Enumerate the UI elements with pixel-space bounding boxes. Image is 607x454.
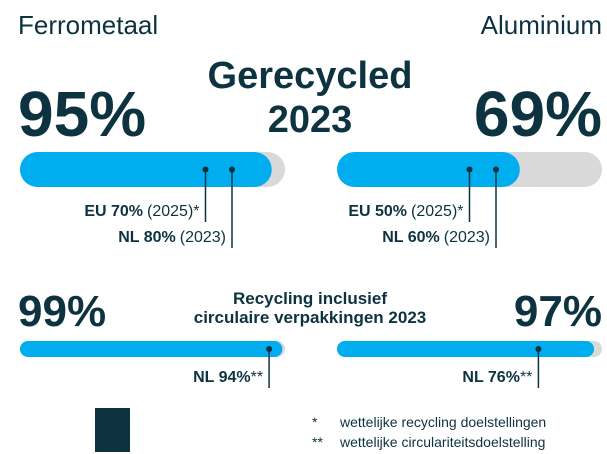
target-label: NL 60% (2023): [382, 229, 490, 246]
headline: Gerecycled: [208, 55, 413, 97]
target-note: **: [520, 369, 532, 386]
logo-block: [95, 408, 130, 452]
target-value: EU 50%: [348, 203, 407, 220]
legend-text: wettelijke recycling doelstellingen: [339, 414, 546, 430]
target-note: (2025)*: [147, 203, 199, 220]
target-note: (2025)*: [411, 203, 463, 220]
legend-symbol: *: [312, 414, 318, 430]
target-note: (2023): [180, 229, 226, 246]
target-label: NL 94%**: [193, 369, 263, 386]
target-value: NL 76%: [462, 369, 520, 386]
bar: [337, 341, 595, 357]
target-dot: [493, 166, 499, 173]
target-dot: [466, 166, 473, 173]
legend-symbol: **: [312, 434, 323, 450]
target-label: NL 80% (2023): [118, 229, 226, 246]
target-label: EU 70% (2025)*: [84, 203, 199, 220]
headline: 2023: [268, 99, 353, 141]
panel-title: Ferrometaal: [18, 10, 158, 40]
target-value: NL 80%: [118, 229, 176, 246]
target-dot: [229, 166, 235, 173]
percentage: 99%: [18, 287, 106, 336]
bottom-heading: circulaire verpakkingen 2023: [194, 308, 426, 327]
target-note: **: [251, 369, 263, 386]
percentage: 95%: [18, 78, 146, 150]
target-value: EU 70%: [84, 203, 143, 220]
target-value: NL 94%: [193, 369, 251, 386]
target-dot: [266, 346, 273, 352]
percentage: 97%: [514, 287, 602, 336]
panel-title: Aluminium: [481, 10, 602, 40]
bar: [20, 152, 272, 187]
target-value: NL 60%: [382, 229, 440, 246]
percentage: 69%: [474, 78, 602, 150]
legend-text: wettelijke circulariteitsdoelstelling: [339, 434, 545, 450]
target-dot: [535, 346, 542, 352]
target-label: NL 76%**: [462, 369, 532, 386]
target-note: (2023): [444, 229, 490, 246]
target-dot: [202, 166, 209, 173]
target-label: EU 50% (2025)*: [348, 203, 463, 220]
bottom-heading: Recycling inclusief: [233, 289, 387, 308]
bar: [20, 341, 283, 357]
bar: [337, 152, 520, 187]
